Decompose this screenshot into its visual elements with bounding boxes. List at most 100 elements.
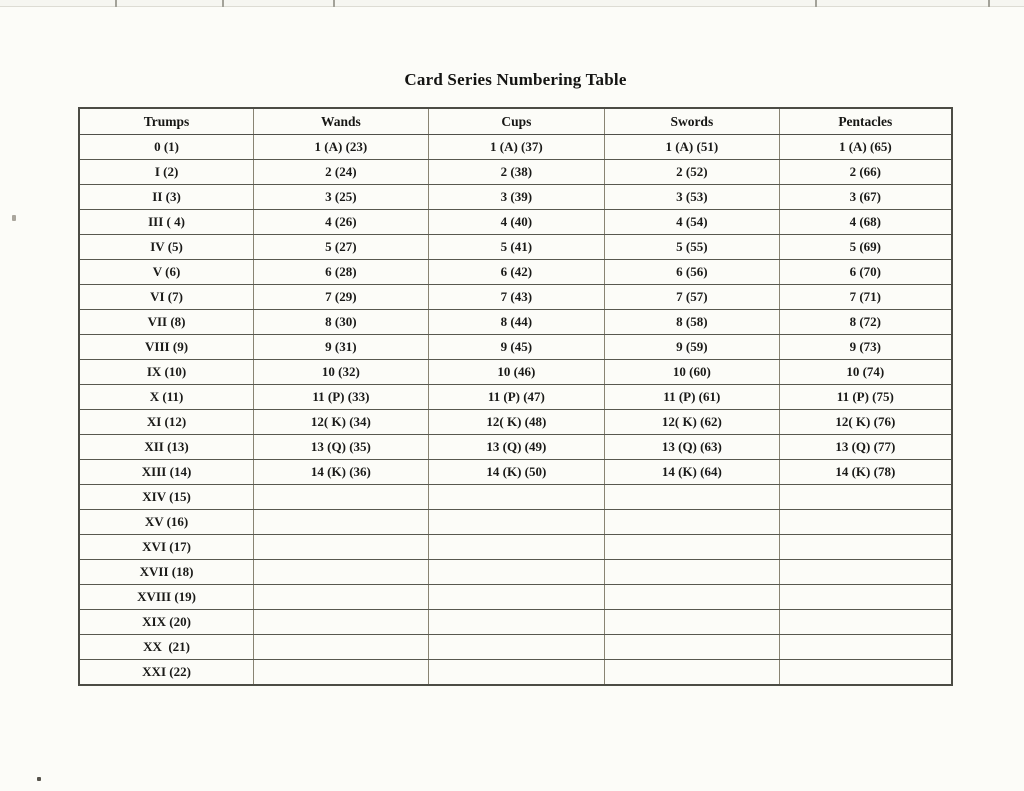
column-header: Cups (427, 107, 606, 135)
table-cell: 14 (K) (78) (778, 459, 952, 485)
table-cell: 10 (60) (604, 359, 780, 385)
table-cell: I (2) (79, 159, 255, 185)
scan-edge-artifact (0, 0, 1024, 7)
table-cell: III ( 4) (79, 209, 255, 235)
table-cell: VIII (9) (79, 334, 255, 360)
table-row: VII (8) 8 (30) 8 (44) 8 (58) 8 (72) (79, 309, 952, 335)
table-cell: 7 (57) (604, 284, 780, 310)
table-cell: 9 (73) (778, 334, 952, 360)
table-cell (427, 609, 606, 635)
table-cell (604, 584, 780, 610)
table-cell (253, 659, 429, 686)
table-row: X (11) 11 (P) (33) 11 (P) (47) 11 (P) (61) 1… (79, 384, 952, 410)
table-row: IX (10) 10 (32) 10 (46) 10 (60) 10 (74) (79, 359, 952, 385)
table-row: XVII (18) (79, 559, 952, 585)
table-cell: 5 (69) (778, 234, 952, 260)
table-row: XIV (15) (79, 484, 952, 510)
table-cell (427, 559, 606, 585)
table-cell (778, 659, 952, 686)
table-cell: 4 (54) (604, 209, 780, 235)
table-cell: XIII (14) (79, 459, 255, 485)
scan-artifact (815, 0, 817, 7)
table-cell (427, 584, 606, 610)
card-numbering-table: Trumps Wands Cups Swords Pentacles 0 (1) 1 (A… (78, 107, 953, 686)
table-cell: 10 (74) (778, 359, 952, 385)
table-cell: 12( K) (48) (427, 409, 606, 435)
table-cell: 5 (41) (427, 234, 606, 260)
table-body: 0 (1) 1 (A) (23) 1 (A) (37) 1 (A) (51) 1 (A)… (79, 134, 952, 686)
table-cell: 3 (67) (778, 184, 952, 210)
table-cell: XV (16) (79, 509, 255, 535)
table-cell (604, 559, 780, 585)
table-cell: 8 (72) (778, 309, 952, 335)
table-row: XI (12) 12( K) (34) 12( K) (48) 12( K) (62)… (79, 409, 952, 435)
column-header: Swords (604, 107, 780, 135)
table-cell (778, 509, 952, 535)
table-row: VIII (9) 9 (31) 9 (45) 9 (59) 9 (73) (79, 334, 952, 360)
table-cell (427, 509, 606, 535)
table-row: V (6) 6 (28) 6 (42) 6 (56) 6 (70) (79, 259, 952, 285)
table-cell: 12( K) (76) (778, 409, 952, 435)
table-cell: 3 (53) (604, 184, 780, 210)
table-row: XIX (20) (79, 609, 952, 635)
table-row: XII (13) 13 (Q) (35) 13 (Q) (49) 13 (Q) (63… (79, 434, 952, 460)
table-cell (427, 659, 606, 686)
table-cell: 0 (1) (79, 134, 255, 160)
table-cell: 1 (A) (51) (604, 134, 780, 160)
table-cell: 9 (45) (427, 334, 606, 360)
column-header: Pentacles (778, 107, 952, 135)
scan-artifact (12, 215, 16, 221)
table-cell: 4 (40) (427, 209, 606, 235)
table-cell: XVIII (19) (79, 584, 255, 610)
table-row: VI (7) 7 (29) 7 (43) 7 (57) 7 (71) (79, 284, 952, 310)
scan-artifact (988, 0, 990, 7)
page-title: Card Series Numbering Table (404, 70, 627, 89)
table-cell: 1 (A) (23) (253, 134, 429, 160)
table-cell: XXI (22) (79, 659, 255, 686)
table-cell (604, 484, 780, 510)
table-cell: 6 (56) (604, 259, 780, 285)
table-cell: 10 (32) (253, 359, 429, 385)
table-cell: 5 (55) (604, 234, 780, 260)
table-cell: IX (10) (79, 359, 255, 385)
table-cell: 11 (P) (33) (253, 384, 429, 410)
table-cell: 12( K) (62) (604, 409, 780, 435)
table-cell: II (3) (79, 184, 255, 210)
table-cell: 11 (P) (47) (427, 384, 606, 410)
scan-artifact (222, 0, 224, 7)
table-cell: 7 (71) (778, 284, 952, 310)
table-cell: 13 (Q) (35) (253, 434, 429, 460)
table-cell: 2 (66) (778, 159, 952, 185)
table-cell (427, 634, 606, 660)
table-cell (778, 584, 952, 610)
table-cell (604, 509, 780, 535)
table-cell: 6 (28) (253, 259, 429, 285)
table-cell: 12( K) (34) (253, 409, 429, 435)
table-cell: VII (8) (79, 309, 255, 335)
table-cell: 8 (44) (427, 309, 606, 335)
table-cell (604, 609, 780, 635)
table-row: I (2) 2 (24) 2 (38) 2 (52) 2 (66) (79, 159, 952, 185)
table-cell: XVII (18) (79, 559, 255, 585)
table-cell: VI (7) (79, 284, 255, 310)
table-cell: 8 (58) (604, 309, 780, 335)
table-cell: X (11) (79, 384, 255, 410)
table-cell: 11 (P) (61) (604, 384, 780, 410)
table-cell (253, 634, 429, 660)
table-cell (253, 534, 429, 560)
table-cell: 7 (43) (427, 284, 606, 310)
table-cell: XVI (17) (79, 534, 255, 560)
table-cell (253, 509, 429, 535)
table-cell: 6 (70) (778, 259, 952, 285)
table-cell (427, 484, 606, 510)
scan-artifact (115, 0, 117, 7)
table-cell (427, 534, 606, 560)
table-cell: 13 (Q) (77) (778, 434, 952, 460)
table-row: XV (16) (79, 509, 952, 535)
table-cell: 14 (K) (50) (427, 459, 606, 485)
table-cell: XIV (15) (79, 484, 255, 510)
table-cell: 8 (30) (253, 309, 429, 335)
table-cell: 6 (42) (427, 259, 606, 285)
table-cell: 3 (25) (253, 184, 429, 210)
table-row: 0 (1) 1 (A) (23) 1 (A) (37) 1 (A) (51) 1 (A)… (79, 134, 952, 160)
